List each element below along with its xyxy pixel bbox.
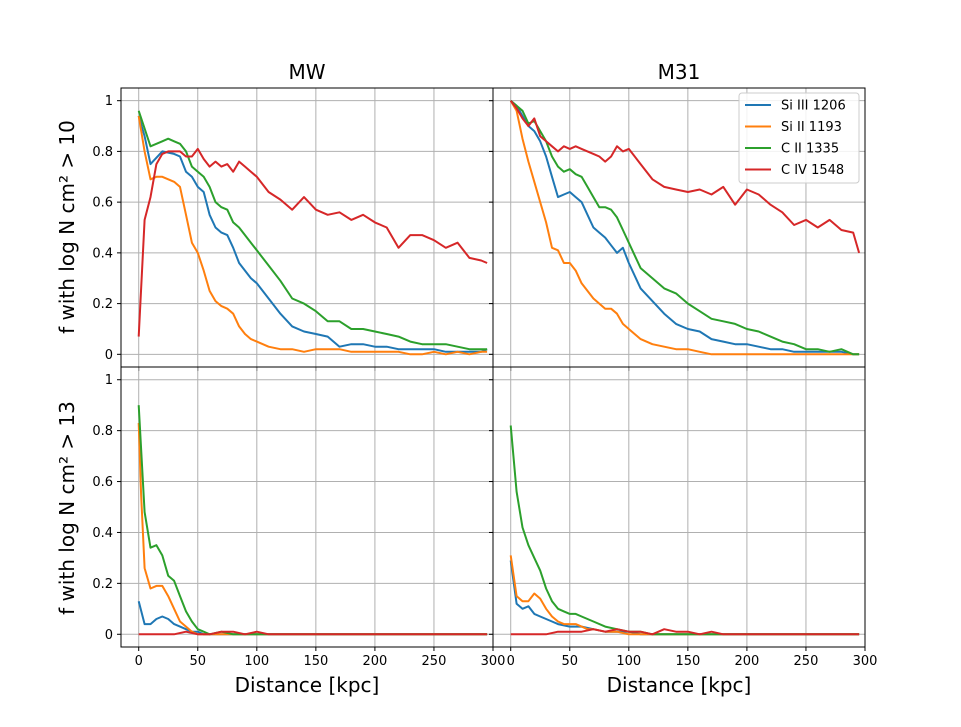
series-line-c-iv-1548 [509, 100, 861, 254]
y-tick-label: 0.2 [92, 297, 113, 312]
series-line-c-iv-1548 [138, 630, 488, 636]
y-tick-label: 0.8 [92, 145, 113, 160]
x-tick-label: 250 [422, 654, 447, 669]
x-tick-label: 150 [303, 654, 328, 669]
y-tick-label: 0.6 [92, 196, 113, 211]
y-tick-label: 1 [105, 94, 113, 109]
x-tick-label: 200 [734, 654, 759, 669]
x-axis-label-m31: Distance [kpc] [607, 673, 752, 697]
y-tick-label: 0 [105, 348, 113, 363]
x-tick-label: 250 [794, 654, 819, 669]
legend-box [738, 92, 860, 184]
y-axis-label-bottom: f with log N cm² > 13 [55, 401, 79, 615]
legend-label: C II 1335 [781, 142, 839, 157]
series-line-c-iv-1548 [510, 628, 860, 636]
y-tick-label: 0.6 [92, 475, 113, 490]
legend: Si III 1206 Si II 1193 C II 1335 C IV 1548 [738, 92, 860, 184]
series-line-si-iii-1206 [137, 115, 488, 353]
panel-title-mw: MW [288, 60, 325, 84]
x-tick-label: 200 [362, 654, 387, 669]
y-tick-label: 0 [105, 628, 113, 643]
panel-m31-bottom: 0 50 100 150 200 250 300 [489, 366, 878, 669]
legend-label: Si III 1206 [781, 99, 846, 114]
x-tick-label: 150 [675, 654, 700, 669]
series-line-c-ii-1335 [509, 425, 860, 636]
x-tick-label: 100 [244, 654, 269, 669]
x-tick-label: 50 [189, 654, 206, 669]
y-tick-label: 0.4 [92, 526, 113, 541]
series-line-si-ii-1193 [509, 100, 860, 356]
x-tick-label: 0 [507, 654, 515, 669]
series-line-si-ii-1193 [137, 115, 488, 356]
y-tick-label: 0.8 [92, 424, 113, 439]
legend-label: C IV 1548 [781, 163, 844, 178]
x-tick-label: 50 [561, 654, 578, 669]
x-tick-label: 300 [481, 654, 506, 669]
y-tick-label: 0.2 [92, 577, 113, 592]
legend-label: Si II 1193 [781, 120, 842, 135]
panel-frame [492, 366, 866, 648]
series-line-si-iii-1206 [510, 99, 860, 356]
panel-title-m31: M31 [658, 60, 701, 84]
y-tick-label: 0.4 [92, 246, 113, 261]
x-axis-label-mw: Distance [kpc] [235, 673, 380, 697]
x-tick-label: 100 [616, 654, 641, 669]
y-tick-label: 1 [105, 373, 113, 388]
series-line-c-iv-1548 [137, 147, 488, 337]
x-tick-label: 300 [853, 654, 878, 669]
panel-mw-bottom: 0 50 100 150 200 250 300 0 0.2 0.4 0.6 0.8 1 [92, 366, 506, 669]
y-axis-label-top: f with log N cm² > 10 [55, 120, 79, 334]
series-line-c-ii-1335 [510, 99, 860, 356]
x-tick-label: 0 [135, 654, 143, 669]
